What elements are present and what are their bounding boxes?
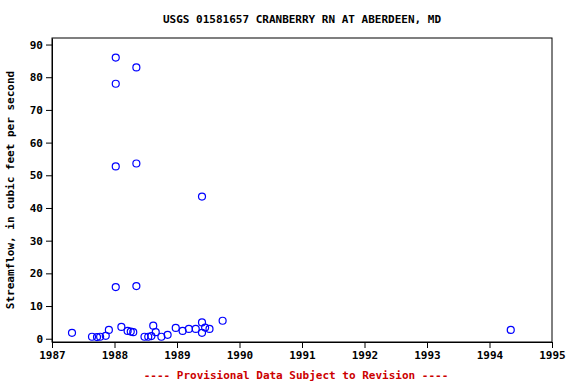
y-tick-label: 70 bbox=[30, 104, 43, 117]
y-tick: 90 bbox=[30, 39, 52, 52]
y-tick-mark bbox=[46, 175, 52, 176]
y-axis-title: Streamflow, in cubic feet per second bbox=[4, 71, 17, 309]
title: USGS 01581657 CRANBERRY RN AT ABERDEEN, … bbox=[163, 13, 442, 26]
point bbox=[133, 283, 140, 290]
point bbox=[199, 329, 206, 336]
point bbox=[133, 160, 140, 167]
x-tick-label: 1989 bbox=[164, 349, 191, 362]
x-tick-mark bbox=[427, 342, 428, 348]
y-tick-label: 80 bbox=[30, 71, 43, 84]
x-tick-label: 1995 bbox=[539, 349, 566, 362]
x-tick: 1995 bbox=[539, 342, 566, 362]
x-tick-label: 1994 bbox=[477, 349, 504, 362]
point bbox=[133, 64, 140, 71]
x-tick: 1992 bbox=[352, 342, 379, 362]
y-tick: 20 bbox=[30, 267, 52, 280]
x-axis: 1987 1988 1989 1990 1991 1992 1993 1994 1995 bbox=[39, 342, 566, 362]
x-tick: 1987 bbox=[39, 342, 66, 362]
points bbox=[69, 54, 515, 340]
chart: 1987 1988 1989 1990 1991 1992 1993 1994 1995 0 10 2… bbox=[0, 0, 576, 384]
point bbox=[105, 326, 112, 333]
y-tick-mark bbox=[46, 306, 52, 307]
y-tick-label: 60 bbox=[30, 137, 43, 150]
point bbox=[69, 329, 76, 336]
y-tick-label: 20 bbox=[30, 267, 43, 280]
x-tick-mark bbox=[490, 342, 491, 348]
y-tick-mark bbox=[46, 273, 52, 274]
y-axis: 0 10 20 30 40 50 60 70 80 90 bbox=[30, 39, 53, 346]
x-tick-label: 1992 bbox=[352, 349, 379, 362]
x-tick: 1993 bbox=[414, 342, 441, 362]
y-tick: 60 bbox=[30, 137, 52, 150]
x-tick: 1990 bbox=[227, 342, 254, 362]
point bbox=[206, 325, 213, 332]
point bbox=[172, 324, 179, 331]
x-tick-label: 1991 bbox=[289, 349, 316, 362]
y-tick: 70 bbox=[30, 104, 52, 117]
y-tick-label: 30 bbox=[30, 235, 43, 248]
y-tick-label: 50 bbox=[30, 169, 43, 182]
y-tick: 10 bbox=[30, 300, 52, 313]
plot-frame bbox=[52, 38, 552, 342]
y-tick-label: 0 bbox=[36, 333, 43, 346]
y-tick: 80 bbox=[30, 71, 52, 84]
point bbox=[199, 319, 206, 326]
point bbox=[148, 333, 155, 340]
point bbox=[164, 331, 171, 338]
point bbox=[112, 54, 119, 61]
y-tick: 0 bbox=[36, 333, 52, 346]
y-tick-mark bbox=[46, 208, 52, 209]
y-tick-mark bbox=[46, 241, 52, 242]
y-tick-label: 10 bbox=[30, 300, 43, 313]
x-tick-mark bbox=[240, 342, 241, 348]
x-tick-mark bbox=[552, 342, 553, 348]
y-tick-mark bbox=[46, 143, 52, 144]
y-tick-label: 90 bbox=[30, 39, 43, 52]
x-tick-mark bbox=[365, 342, 366, 348]
point bbox=[507, 326, 514, 333]
y-axis-line bbox=[52, 39, 53, 343]
x-tick-mark bbox=[177, 342, 178, 348]
point bbox=[219, 317, 226, 324]
point bbox=[112, 284, 119, 291]
x-tick: 1988 bbox=[102, 342, 129, 362]
x-tick: 1989 bbox=[164, 342, 191, 362]
y-tick-mark bbox=[46, 77, 52, 78]
point bbox=[185, 325, 192, 332]
x-tick-mark bbox=[302, 342, 303, 348]
point bbox=[202, 324, 209, 331]
y-tick: 50 bbox=[30, 169, 52, 182]
x-tick-mark bbox=[52, 342, 53, 348]
x-tick-label: 1993 bbox=[414, 349, 441, 362]
y-tick: 30 bbox=[30, 235, 52, 248]
y-tick-label: 40 bbox=[30, 202, 43, 215]
x-tick: 1991 bbox=[289, 342, 316, 362]
x-tick-label: 1990 bbox=[227, 349, 254, 362]
point bbox=[199, 193, 206, 200]
point bbox=[112, 80, 119, 87]
x-tick-label: 1988 bbox=[102, 349, 129, 362]
y-tick: 40 bbox=[30, 202, 52, 215]
y-tick-mark bbox=[46, 45, 52, 46]
annotation: ---- Provisional Data Subject to Revisio… bbox=[144, 369, 449, 382]
y-tick-mark bbox=[46, 110, 52, 111]
y-tick-mark bbox=[46, 339, 52, 340]
point bbox=[130, 329, 137, 336]
x-tick-mark bbox=[115, 342, 116, 348]
x-tick-label: 1987 bbox=[39, 349, 66, 362]
x-tick: 1994 bbox=[477, 342, 504, 362]
point bbox=[112, 163, 119, 170]
